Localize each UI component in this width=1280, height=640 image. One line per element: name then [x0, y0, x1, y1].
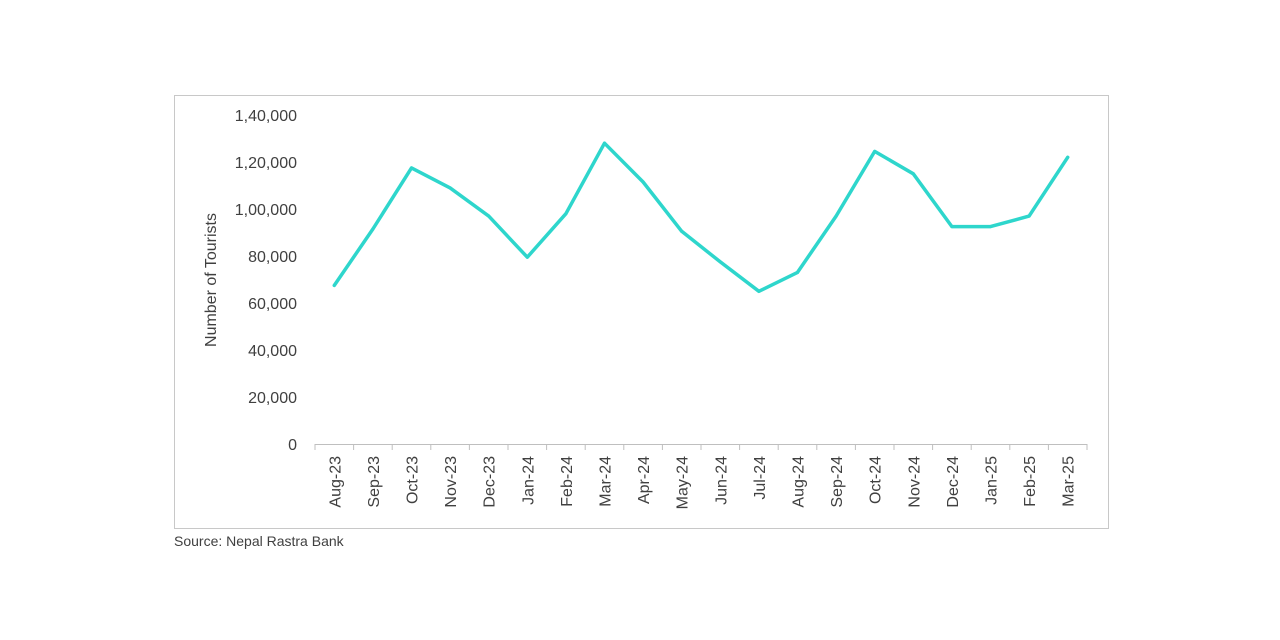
- data-point: [757, 289, 761, 293]
- x-tick-label: Apr-24: [636, 456, 653, 504]
- data-point: [1066, 155, 1070, 159]
- y-tick-label: 80,000: [248, 249, 297, 266]
- x-tick-label: Aug-23: [327, 456, 344, 508]
- x-tick-label: Dec-24: [945, 456, 962, 508]
- data-point: [448, 186, 452, 190]
- x-tick-label: Aug-24: [791, 456, 808, 508]
- data-point: [564, 212, 568, 216]
- source-note: Source: Nepal Rastra Bank: [174, 533, 344, 549]
- x-tick-label: Feb-24: [559, 456, 576, 507]
- x-tick-label: Jan-25: [984, 456, 1001, 505]
- data-point: [371, 227, 375, 231]
- x-tick-label: Oct-23: [405, 456, 422, 504]
- data-point: [410, 166, 413, 170]
- y-axis-title: Number of Tourists: [203, 213, 220, 347]
- y-tick-label: 0: [288, 437, 297, 454]
- x-tick-label: Jul-24: [752, 456, 769, 500]
- y-tick-label: 20,000: [248, 390, 297, 407]
- x-tick-label: Dec-23: [482, 456, 499, 508]
- data-point: [641, 180, 645, 184]
- data-point: [487, 214, 491, 218]
- data-point: [525, 255, 529, 259]
- data-point: [1027, 214, 1031, 218]
- data-point: [680, 229, 684, 233]
- y-tick-label: 40,000: [248, 343, 297, 360]
- x-tick-label: Sep-23: [366, 456, 383, 508]
- y-tick-label: 1,20,000: [235, 155, 297, 172]
- data-point: [834, 214, 838, 218]
- data-point: [950, 225, 954, 229]
- x-tick-label: Oct-24: [868, 456, 885, 504]
- data-point: [873, 149, 877, 153]
- x-tick-label: Jun-24: [713, 456, 730, 505]
- x-tick-label: Jan-24: [520, 456, 537, 505]
- x-tick-label: May-24: [675, 456, 692, 509]
- x-tick-label: Nov-23: [443, 456, 460, 508]
- data-point: [796, 270, 799, 274]
- data-point: [989, 225, 992, 229]
- series-line: [332, 141, 1070, 294]
- x-tick-label: Mar-24: [598, 456, 615, 507]
- data-point: [718, 260, 722, 264]
- x-tick-label: Nov-24: [906, 456, 923, 508]
- data-point: [911, 172, 915, 176]
- chart-border: [174, 95, 1109, 529]
- x-tick-label: Feb-25: [1022, 456, 1039, 507]
- data-point: [603, 141, 606, 145]
- x-tick-label: Sep-24: [829, 456, 846, 508]
- y-tick-label: 60,000: [248, 296, 297, 313]
- data-point: [332, 283, 336, 287]
- y-tick-label: 1,40,000: [235, 108, 297, 125]
- y-tick-label: 1,00,000: [235, 202, 297, 219]
- x-tick-label: Mar-25: [1061, 456, 1078, 507]
